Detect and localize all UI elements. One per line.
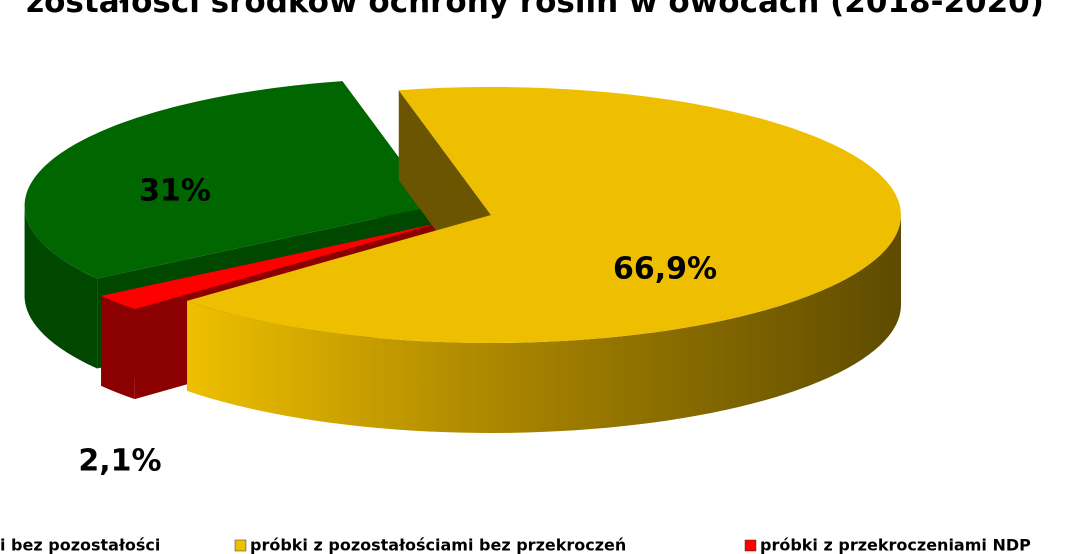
- data-label: 31%: [139, 174, 211, 209]
- slice-rim: [187, 214, 901, 433]
- legend: i bez pozostałości próbki z pozostałościa…: [0, 536, 1031, 554]
- slice-rim: [101, 295, 135, 400]
- slice-rim: [24, 205, 98, 369]
- legend-label: próbki z przekroczeniami NDP: [760, 536, 1031, 554]
- pie: [24, 81, 901, 433]
- data-label: 66,9%: [613, 252, 717, 287]
- legend-swatch: [744, 539, 757, 552]
- slice: [101, 223, 439, 310]
- legend-label: i bez pozostałości: [0, 536, 160, 554]
- slice: [187, 86, 901, 343]
- data-label: 2,1%: [78, 444, 161, 479]
- legend-swatch: [234, 539, 247, 552]
- chart-title: zostałości środków ochrony roślin w owoc…: [26, 0, 1044, 20]
- slice: [24, 81, 435, 279]
- legend-label: próbki z pozostałościami bez przekroczeń: [250, 536, 626, 554]
